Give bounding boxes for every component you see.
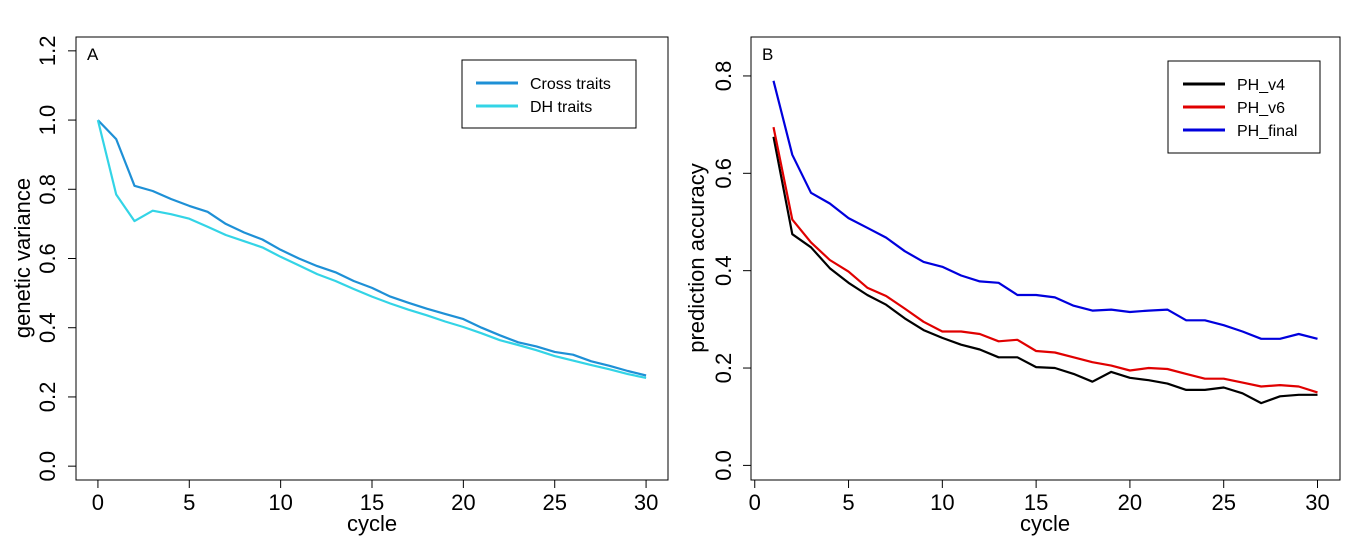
panel-a-label: A	[87, 45, 99, 64]
y-tick-label: 0.4	[35, 312, 60, 343]
x-tick-label: 15	[1024, 490, 1048, 515]
x-tick-label: 30	[1305, 490, 1329, 515]
legend-label-dh-traits: DH traits	[530, 99, 592, 116]
series-line-cross-traits	[97, 119, 647, 377]
series-line-ph-final	[772, 80, 1318, 340]
series-line-ph-v6	[772, 126, 1318, 394]
panel-b-label: B	[762, 45, 773, 64]
x-tick-label: 20	[451, 490, 475, 515]
panel-b: B 0 5 10 15 20 25 30 0.0 0.2 0.4 0.6 0.8 cycle pred…	[684, 36, 1341, 536]
legend-label-ph-final: PH_final	[1237, 123, 1297, 140]
panel-b-y-axis-title: prediction accuracy	[684, 163, 709, 353]
x-tick-label: 5	[183, 490, 195, 515]
panel-a-legend: Cross traits DH traits	[461, 59, 637, 129]
panel-a-x-axis-title: cycle	[347, 511, 397, 536]
y-tick-label: 0.2	[711, 353, 736, 384]
x-tick-label: 25	[1211, 490, 1235, 515]
panel-a: A 0 5 10 15 20 25 30 0.0 0.2 0.4 0.6 0.8 1.0 1.2 cycl…	[10, 36, 669, 536]
x-tick-label: 20	[1118, 490, 1142, 515]
y-tick-label: 1.2	[35, 36, 60, 67]
x-tick-label: 5	[842, 490, 854, 515]
x-tick-label: 10	[268, 490, 292, 515]
y-tick-label: 0.0	[711, 450, 736, 481]
panel-b-x-axis-title: cycle	[1020, 511, 1070, 536]
y-tick-label: 0.8	[35, 174, 60, 205]
y-tick-label: 0.0	[35, 451, 60, 482]
y-tick-label: 0.8	[711, 61, 736, 92]
x-tick-label: 0	[92, 490, 104, 515]
panel-b-legend: PH_v4 PH_v6 PH_final	[1167, 60, 1321, 154]
x-tick-label: 0	[749, 490, 761, 515]
y-tick-label: 0.6	[35, 243, 60, 274]
y-tick-label: 0.4	[711, 255, 736, 286]
legend-label-ph-v4: PH_v4	[1237, 77, 1285, 94]
x-tick-label: 30	[634, 490, 658, 515]
x-tick-label: 25	[542, 490, 566, 515]
legend-label-cross-traits: Cross traits	[530, 76, 611, 93]
panel-a-legend-box	[461, 59, 637, 129]
x-tick-label: 10	[930, 490, 954, 515]
legend-label-ph-v6: PH_v6	[1237, 100, 1285, 117]
panel-a-y-axis-title: genetic variance	[10, 178, 35, 338]
y-tick-label: 0.6	[711, 158, 736, 189]
y-tick-label: 0.2	[35, 382, 60, 413]
y-tick-label: 1.0	[35, 105, 60, 136]
x-tick-label: 15	[360, 490, 384, 515]
series-line-ph-v4	[772, 136, 1318, 405]
series-line-dh-traits	[96, 119, 647, 379]
